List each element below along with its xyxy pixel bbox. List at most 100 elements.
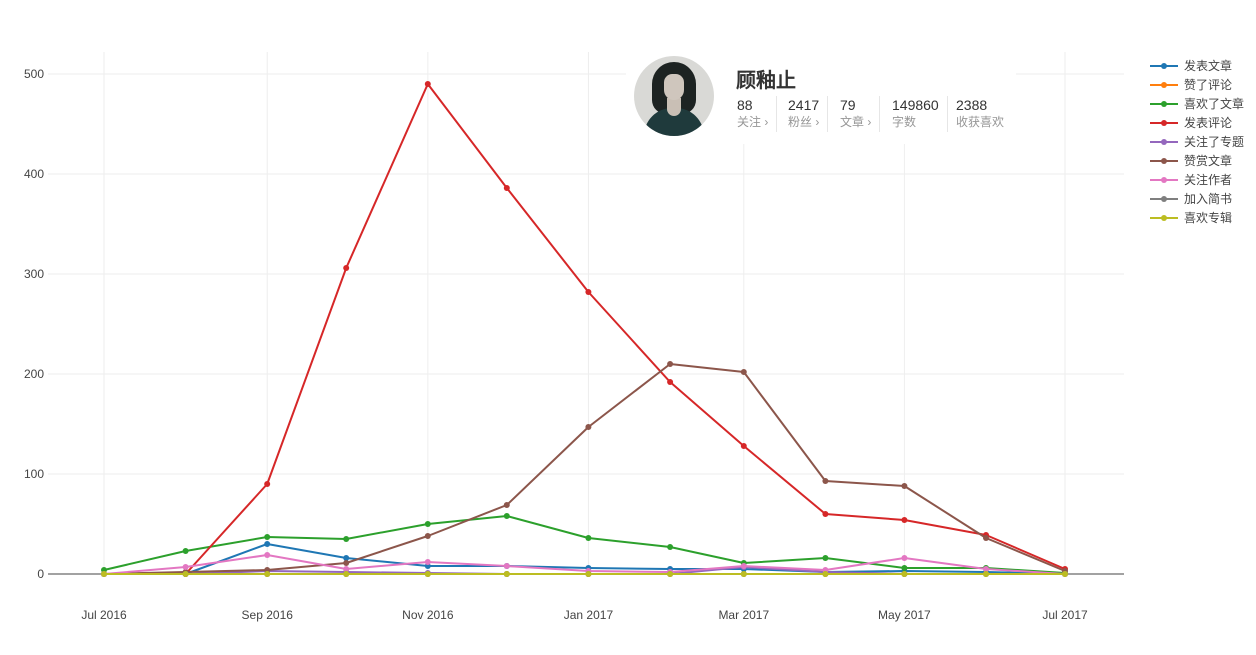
- data-point: [822, 555, 829, 561]
- y-tick-label: 100: [24, 467, 44, 481]
- data-point: [343, 566, 350, 572]
- legend-item[interactable]: 赞了评论: [1150, 78, 1232, 92]
- y-tick-label: 400: [24, 167, 44, 181]
- series-line: [103, 363, 1066, 575]
- y-tick-label: 500: [24, 67, 44, 81]
- legend-label: 加入简书: [1184, 192, 1232, 206]
- legend-swatch-dot: [1161, 82, 1167, 88]
- data-point: [343, 560, 350, 566]
- stat-articles-value: 79: [840, 97, 856, 113]
- data-point: [667, 544, 674, 550]
- data-point: [424, 533, 431, 539]
- stat-articles-label: 文章 ›: [840, 115, 872, 129]
- legend-swatch-dot: [1161, 158, 1167, 164]
- legend-item[interactable]: 赞赏文章: [1150, 153, 1232, 168]
- data-point: [901, 555, 908, 561]
- profile-card: 顾釉止 88 关注 › 2417 粉丝 › 79 文章 › 149860 字数 …: [626, 52, 1016, 144]
- series-line: [104, 83, 1066, 575]
- legend-swatch-dot: [1161, 101, 1167, 107]
- data-point: [585, 289, 592, 295]
- data-point: [585, 571, 592, 577]
- axis-layer: 0 100 200 300 400 500 Jul 2016 Sep 2016 Nov 2016…: [24, 67, 1124, 622]
- x-tick-label: May 2017: [878, 608, 931, 622]
- data-point: [343, 571, 350, 577]
- series-8: [101, 571, 1068, 577]
- data-point: [264, 541, 271, 547]
- data-point: [343, 265, 350, 271]
- legend-swatch-dot: [1161, 120, 1167, 126]
- x-tick-label: Jul 2017: [1042, 608, 1088, 622]
- stat-articles[interactable]: 79 文章 ›: [840, 96, 881, 132]
- data-point: [901, 571, 908, 577]
- data-point: [667, 379, 674, 385]
- y-tick-label: 200: [24, 367, 44, 381]
- stat-likes-value: 2388: [956, 97, 988, 113]
- data-point: [182, 548, 189, 554]
- legend-swatch-dot: [1161, 139, 1167, 145]
- data-point: [264, 481, 271, 487]
- series-3: [101, 81, 1068, 577]
- stat-followers[interactable]: 2417 粉丝 ›: [788, 96, 829, 132]
- data-point: [901, 517, 908, 523]
- data-point: [424, 559, 431, 565]
- data-point: [740, 563, 747, 569]
- data-point: [424, 81, 431, 87]
- data-point: [585, 535, 592, 541]
- legend-item[interactable]: 关注作者: [1150, 172, 1232, 187]
- data-point: [740, 369, 747, 375]
- data-point: [503, 502, 510, 508]
- data-point: [101, 571, 107, 577]
- stat-following[interactable]: 88 关注 ›: [737, 96, 778, 132]
- data-point: [1062, 571, 1068, 577]
- data-point: [503, 571, 510, 577]
- x-tick-label: Sep 2016: [242, 608, 294, 622]
- stat-following-value: 88: [737, 97, 753, 113]
- data-point: [264, 534, 271, 540]
- legend-item[interactable]: 发表文章: [1150, 58, 1232, 73]
- data-point: [822, 511, 829, 517]
- legend-item[interactable]: 喜欢了文章: [1150, 96, 1244, 111]
- legend-item[interactable]: 关注了专题: [1150, 134, 1244, 149]
- data-point: [740, 571, 747, 577]
- series-5: [101, 361, 1068, 577]
- profile-name: 顾釉止: [736, 70, 796, 92]
- data-point: [667, 571, 674, 577]
- data-point: [424, 521, 431, 527]
- data-point: [901, 565, 908, 571]
- data-point: [983, 571, 989, 577]
- data-point: [740, 443, 747, 449]
- data-point: [822, 478, 829, 484]
- legend-swatch-dot: [1161, 63, 1167, 69]
- data-point: [822, 571, 829, 577]
- legend-item[interactable]: 喜欢专辑: [1150, 210, 1232, 225]
- x-tick-label: Jul 2016: [81, 608, 127, 622]
- series-line: [103, 515, 1066, 574]
- data-point: [264, 552, 271, 558]
- legend-label: 喜欢了文章: [1184, 96, 1244, 111]
- y-tick-label: 0: [37, 567, 44, 581]
- avatar[interactable]: [634, 56, 714, 136]
- data-point: [585, 424, 592, 430]
- data-point: [343, 536, 350, 542]
- data-point: [182, 571, 189, 577]
- stat-followers-label: 粉丝 ›: [788, 115, 820, 129]
- legend-item[interactable]: 发表评论: [1150, 115, 1232, 130]
- legend-label: 喜欢专辑: [1184, 210, 1232, 225]
- legend-label: 赞赏文章: [1184, 153, 1232, 168]
- stat-words-label: 字数: [892, 115, 917, 129]
- legend-swatch-dot: [1161, 215, 1167, 221]
- stat-following-label: 关注 ›: [737, 115, 769, 129]
- series-layer: [101, 81, 1068, 577]
- data-point: [182, 564, 189, 570]
- x-tick-label: Jan 2017: [564, 608, 614, 622]
- data-point: [983, 566, 989, 572]
- legend-item[interactable]: 加入简书: [1150, 192, 1232, 206]
- x-tick-label: Mar 2017: [718, 608, 769, 622]
- legend-label: 发表文章: [1184, 58, 1232, 73]
- data-point: [983, 535, 989, 541]
- y-tick-label: 300: [24, 267, 44, 281]
- stat-words: 149860 字数: [892, 96, 948, 132]
